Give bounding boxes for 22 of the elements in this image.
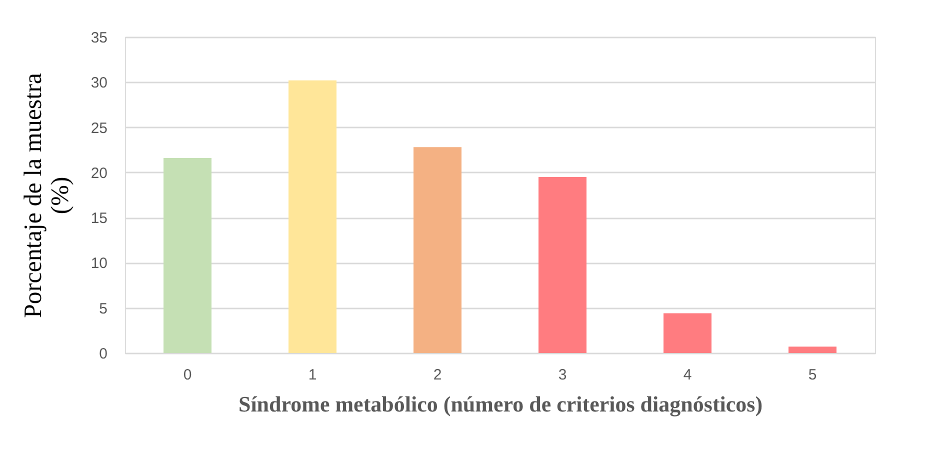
y-tick-label: 30 xyxy=(90,74,108,92)
bar xyxy=(538,176,586,353)
y-tick-label: 15 xyxy=(90,210,108,228)
y-tick-label: 35 xyxy=(90,30,108,46)
x-tick-label: 3 xyxy=(558,366,567,384)
y-tick-label: 10 xyxy=(90,255,108,272)
bar xyxy=(664,313,712,353)
y-tick-label: 5 xyxy=(99,300,108,318)
y-tick-label: 20 xyxy=(90,164,108,182)
y-tick-label: 0 xyxy=(99,346,108,362)
x-axis-title: Síndrome metabólico (número de criterios diagnósticos) xyxy=(238,392,763,416)
x-tick-label: 0 xyxy=(183,366,192,384)
y-axis-title: Porcentaje de la muestra (%) xyxy=(20,72,74,318)
y-tick-label: 25 xyxy=(90,120,108,137)
x-tick-label: 4 xyxy=(683,366,692,384)
bar xyxy=(288,80,336,353)
x-tick-label: 5 xyxy=(808,366,817,384)
bar xyxy=(164,158,212,353)
x-tick-label: 1 xyxy=(308,366,317,384)
bar xyxy=(414,147,462,353)
bar xyxy=(788,346,836,353)
x-tick-label: 2 xyxy=(433,366,442,384)
